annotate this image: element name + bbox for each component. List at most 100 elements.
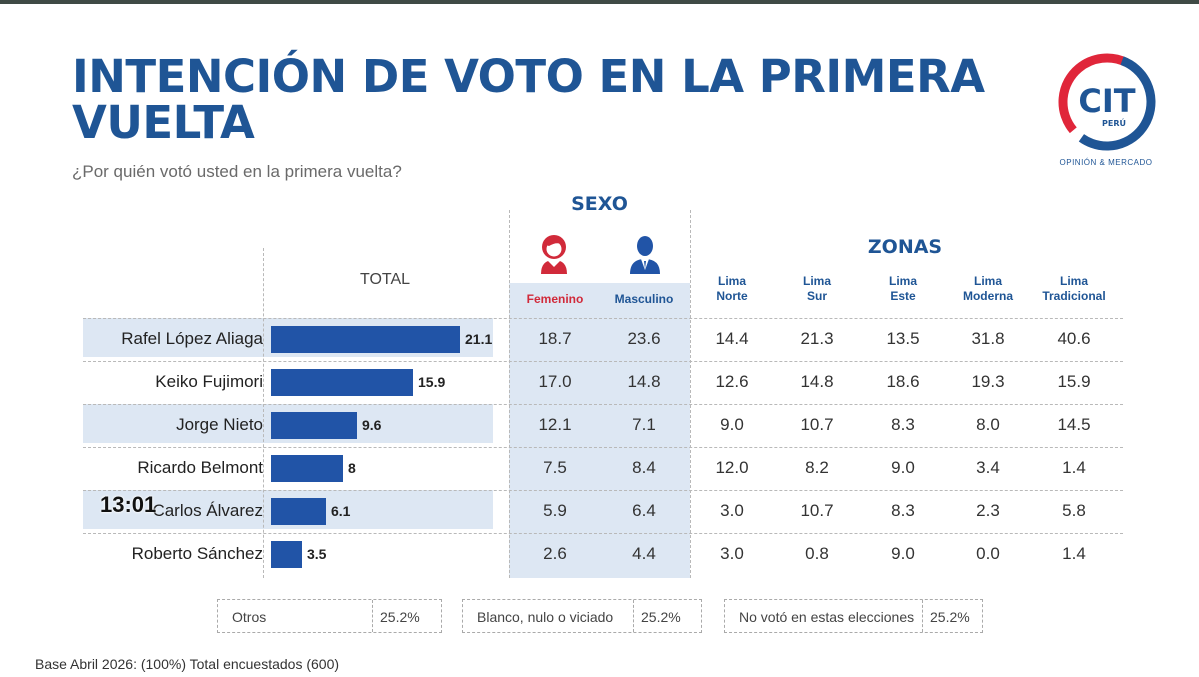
blank-null-label: Blanco, nulo o viciado [477, 609, 614, 625]
sexo-header: SEXO [571, 193, 628, 215]
others-box: Otros 25.2% [217, 599, 442, 633]
masculino-cell: 6.4 [632, 501, 656, 520]
femenino-cell: 2.6 [543, 544, 567, 563]
divider [509, 210, 510, 578]
cit-logo: CIT PERÚ [1058, 53, 1156, 151]
lima-norte-cell: 14.4 [715, 329, 749, 348]
zone-header-lima-moderna: Lima Moderna [962, 274, 1013, 303]
svg-text:CIT: CIT [1078, 82, 1135, 120]
logo-tagline: OPINIÓN & MERCADO [1059, 158, 1153, 167]
lima-tradicional-cell: 15.9 [1057, 372, 1091, 391]
femenino-cell: 17.0 [538, 372, 572, 391]
did-not-vote-label: No votó en estas elecciones [739, 609, 915, 625]
lima-este-cell: 18.6 [886, 372, 920, 391]
masculino-cell: 23.6 [627, 329, 661, 348]
total-bar [271, 412, 357, 439]
zone-header-lima-sur: Lima Sur [802, 274, 831, 303]
row-divider [83, 447, 1123, 448]
candidate-name: Roberto Sánchez [131, 544, 263, 563]
lima-moderna-cell: 2.3 [976, 501, 1000, 520]
femenino-cell: 12.1 [538, 415, 572, 434]
candidate-name: Keiko Fujimori [155, 372, 263, 391]
lima-tradicional-cell: 1.4 [1062, 458, 1086, 477]
lima-sur-cell: 10.7 [800, 415, 834, 434]
footer-base-note: Base Abril 2026: (100%) Total encuestado… [35, 656, 340, 672]
row-divider [83, 361, 1123, 362]
total-bar-value: 21.1 [465, 331, 493, 347]
total-bar-value: 15.9 [418, 374, 446, 390]
femenino-cell: 18.7 [538, 329, 572, 348]
others-value: 25.2% [380, 609, 420, 625]
lima-este-cell: 8.3 [891, 501, 915, 520]
page-title: INTENCIÓN DE VOTO EN LA PRIMERA VUELTA [72, 50, 985, 149]
lima-norte-cell: 3.0 [720, 544, 744, 563]
lima-moderna-cell: 0.0 [976, 544, 1000, 563]
femenino-header: Femenino [526, 292, 584, 306]
female-icon [541, 235, 567, 274]
blank-null-value: 25.2% [641, 609, 681, 625]
lima-moderna-cell: 3.4 [976, 458, 1000, 477]
lima-tradicional-cell: 1.4 [1062, 544, 1086, 563]
masculino-header: Masculino [614, 292, 674, 306]
did-not-vote-value: 25.2% [930, 609, 970, 625]
lima-norte-cell: 9.0 [720, 415, 744, 434]
lima-sur-cell: 14.8 [800, 372, 834, 391]
zone-header-lima-norte: Lima Norte [716, 274, 748, 303]
zonas-header: ZONAS [867, 236, 943, 258]
total-bar [271, 369, 413, 396]
lima-norte-cell: 3.0 [720, 501, 744, 520]
lima-tradicional-cell: 5.8 [1062, 501, 1086, 520]
total-bar [271, 455, 343, 482]
sexo-column-background [509, 283, 690, 578]
lima-moderna-cell: 8.0 [976, 415, 1000, 434]
male-icon [630, 236, 660, 274]
lima-norte-cell: 12.6 [715, 372, 749, 391]
lima-este-cell: 9.0 [891, 544, 915, 563]
zone-header-lima-tradicional: Lima Tradicional [1042, 274, 1106, 303]
femenino-cell: 7.5 [543, 458, 567, 477]
divider [263, 248, 264, 578]
zone-header-lima-este: Lima Este [888, 274, 917, 303]
total-bar-value: 9.6 [362, 417, 382, 433]
row-divider [83, 318, 1123, 319]
top-border [0, 0, 1199, 4]
row-divider [83, 533, 1123, 534]
did-not-vote-box: No votó en estas elecciones 25.2% [724, 599, 983, 633]
total-bar [271, 326, 460, 353]
total-bar-value: 6.1 [331, 503, 351, 519]
total-bar-value: 8 [348, 460, 356, 476]
candidate-name: Rafel López Aliaga [121, 329, 263, 348]
divider [690, 210, 691, 578]
masculino-cell: 7.1 [632, 415, 656, 434]
lima-sur-cell: 0.8 [805, 544, 829, 563]
femenino-cell: 5.9 [543, 501, 567, 520]
lima-norte-cell: 12.0 [715, 458, 749, 477]
candidate-name: Ricardo Belmont [137, 458, 263, 477]
masculino-cell: 4.4 [632, 544, 656, 563]
svg-text:PERÚ: PERÚ [1102, 117, 1126, 128]
masculino-cell: 8.4 [632, 458, 656, 477]
row-divider [83, 404, 1123, 405]
lima-tradicional-cell: 14.5 [1057, 415, 1091, 434]
lima-sur-cell: 21.3 [800, 329, 834, 348]
lima-este-cell: 13.5 [886, 329, 920, 348]
lima-este-cell: 8.3 [891, 415, 915, 434]
candidate-name: Carlos Álvarez [152, 501, 263, 520]
lima-sur-cell: 8.2 [805, 458, 829, 477]
lima-este-cell: 9.0 [891, 458, 915, 477]
masculino-cell: 14.8 [627, 372, 661, 391]
lima-moderna-cell: 31.8 [971, 329, 1005, 348]
others-label: Otros [232, 609, 267, 625]
candidate-name: Jorge Nieto [176, 415, 263, 434]
total-bar [271, 541, 302, 568]
video-timestamp: 13:01 [100, 492, 157, 517]
blank-null-box: Blanco, nulo o viciado 25.2% [462, 599, 702, 633]
row-divider [83, 490, 1123, 491]
lima-tradicional-cell: 40.6 [1057, 329, 1091, 348]
total-bar [271, 498, 326, 525]
lima-sur-cell: 10.7 [800, 501, 834, 520]
total-bar-value: 3.5 [307, 546, 327, 562]
total-header: TOTAL [359, 271, 411, 288]
subtitle: ¿Por quién votó usted en la primera vuel… [72, 162, 402, 181]
lima-moderna-cell: 19.3 [971, 372, 1005, 391]
